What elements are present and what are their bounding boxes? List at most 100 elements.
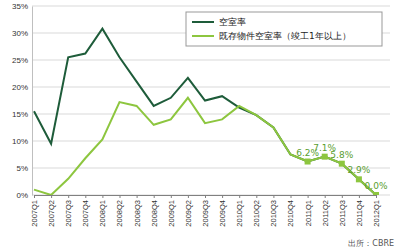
x-tick-mark [273,195,274,198]
data-label: 0.0% [365,181,388,191]
x-tick-label: 2011Q1 [304,200,313,226]
grid-line [32,141,390,142]
x-tick-mark [342,195,343,198]
x-tick: 2010Q1 [235,195,244,227]
x-tick: 2008Q4 [150,195,159,227]
x-tick: 2010Q3 [269,195,278,227]
grid [32,6,390,195]
y-tick: 35% [12,2,32,11]
x-tick-mark [222,195,223,198]
x-tick-label: 2008Q4 [150,200,159,227]
x-tick-label: 2009Q4 [218,200,227,227]
x-tick: 2011Q2 [321,195,330,226]
y-tick-label: 15% [12,110,28,119]
x-tick: 2009Q4 [218,195,227,227]
x-tick-mark [120,195,121,198]
data-labels: 6.2%7.1%5.8%2.9%0.0% [296,143,388,191]
x-tick-label: 2011Q4 [355,200,364,226]
x-tick-label: 2010Q1 [235,200,244,227]
x-tick-label: 2010Q4 [286,200,295,227]
y-axis-line [32,7,33,196]
x-tick-label: 2009Q3 [201,200,210,227]
data-label: 2.9% [347,165,370,175]
legend-swatch [192,35,214,37]
x-tick-label: 2008Q3 [133,200,142,227]
x-tick-mark [154,195,155,198]
y-tick: 5% [16,164,32,173]
x-tick-mark [68,195,69,198]
x-tick-mark [137,195,138,198]
plot-area [34,29,379,195]
x-axis: 2007Q1 2007Q2 2007Q3 2007Q4 2008Q1 2008Q2 2008… [30,195,381,227]
marker [322,154,328,160]
x-tick-label: 2009Q2 [184,200,193,227]
x-tick: 2012Q1 [372,195,381,227]
y-tick-label: 35% [12,2,28,11]
legend: 空室率既存物件空室率（竣工1年以上） [186,12,382,46]
x-tick: 2007Q2 [47,195,56,227]
legend-label: 空室率 [219,17,246,27]
marker [339,161,345,167]
x-tick-mark [85,195,86,198]
x-tick-label: 2007Q3 [64,200,73,227]
x-tick: 2007Q3 [64,195,73,227]
grid-line [32,60,390,61]
x-tick-label: 2011Q2 [321,200,330,226]
x-tick-label: 2011Q3 [338,200,347,226]
y-tick: 20% [12,83,32,92]
x-tick: 2009Q1 [167,195,176,227]
y-tick-label: 25% [12,56,28,65]
x-tick-mark [239,195,240,198]
y-tick: 30% [12,29,32,38]
grid-line [32,114,390,115]
y-tick: 25% [12,56,32,65]
x-tick-mark [102,195,103,198]
grid-line [32,87,390,88]
x-tick-label: 2007Q4 [81,200,90,227]
grid-line [32,6,390,7]
x-tick-label: 2010Q3 [269,200,278,227]
x-tick-mark [51,195,52,198]
legend-swatch [192,21,214,23]
x-tick: 2009Q3 [201,195,210,227]
x-tick: 2008Q1 [98,195,107,227]
y-tick: 10% [12,137,32,146]
y-tick: 0% [16,191,32,200]
x-tick-label: 2007Q1 [30,200,39,227]
legend-label: 既存物件空室率（竣工1年以上） [219,31,351,41]
marker [373,192,379,195]
x-tick-mark [171,195,172,198]
y-axis: 0% 5% 10% 15% 20% 25% 30% 35% [12,2,33,200]
x-tick-mark [376,195,377,198]
x-tick-label: 2009Q1 [167,200,176,227]
series-line [34,29,376,195]
y-tick-label: 10% [12,137,28,146]
x-tick-mark [308,195,309,198]
x-tick: 2007Q4 [81,195,90,227]
x-tick-label: 2010Q2 [252,200,261,227]
y-tick-label: 5% [16,164,28,173]
x-tick: 2007Q1 [30,195,39,227]
x-tick-label: 2008Q2 [115,200,124,227]
x-tick: 2008Q3 [133,195,142,227]
x-tick-label: 2007Q2 [47,200,56,227]
series-line [34,98,376,195]
legend-box [186,12,382,46]
x-tick-mark [205,195,206,198]
x-tick-mark [325,195,326,198]
x-tick-mark [359,195,360,198]
x-tick-mark [256,195,257,198]
data-label: 5.8% [330,150,353,160]
x-tick: 2011Q1 [304,195,313,226]
source-note: 出所：CBRE [348,239,394,248]
x-tick-mark [34,195,35,198]
y-tick-label: 20% [12,83,28,92]
x-tick: 2011Q4 [355,195,364,226]
x-tick-label: 2012Q1 [372,200,381,227]
y-tick-label: 30% [12,29,28,38]
chart: 0% 5% 10% 15% 20% 25% 30% 35% 2007Q1 2007Q2 2007Q3… [0,0,400,251]
x-tick: 2009Q2 [184,195,193,227]
marker [356,176,362,182]
x-tick-mark [291,195,292,198]
x-tick-mark [188,195,189,198]
